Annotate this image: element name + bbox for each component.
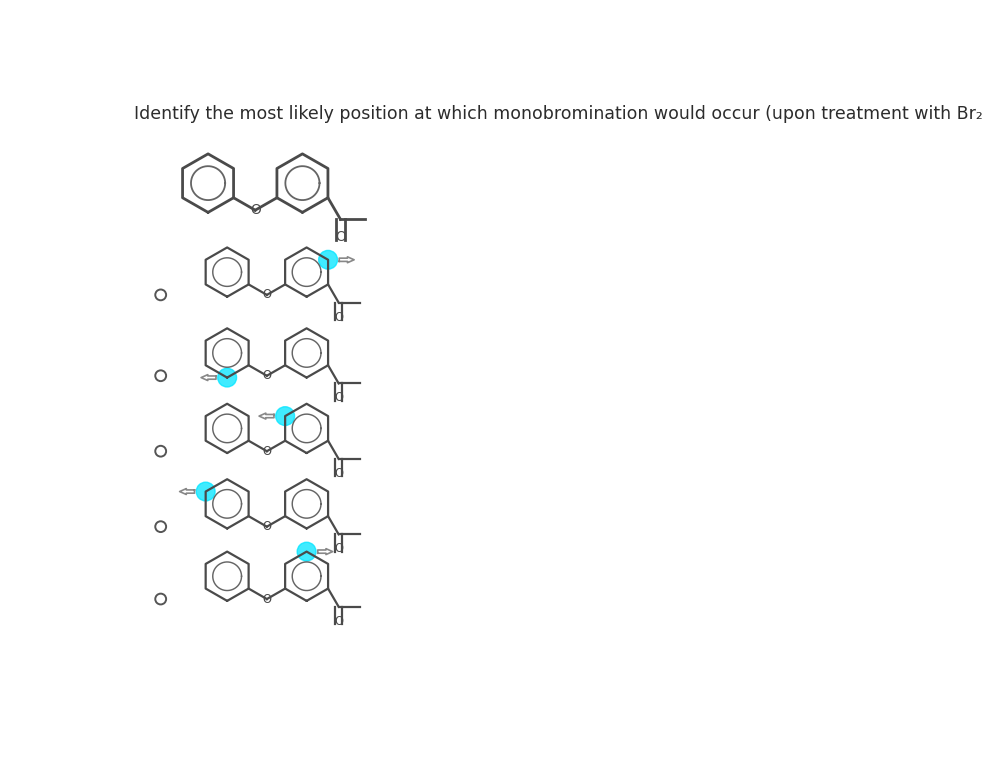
Text: O: O xyxy=(334,615,343,628)
Text: Identify the most likely position at which monobromination would occur (upon tre: Identify the most likely position at whi… xyxy=(134,104,988,123)
Text: O: O xyxy=(263,288,272,301)
Polygon shape xyxy=(339,257,354,263)
Circle shape xyxy=(217,368,236,387)
Text: O: O xyxy=(334,542,343,556)
Text: O: O xyxy=(334,310,343,323)
Polygon shape xyxy=(318,549,333,555)
Circle shape xyxy=(197,482,215,501)
Polygon shape xyxy=(259,413,274,419)
Text: O: O xyxy=(263,444,272,458)
Text: O: O xyxy=(334,467,343,480)
Text: O: O xyxy=(263,369,272,382)
Text: O: O xyxy=(250,203,261,217)
Text: O: O xyxy=(334,391,343,404)
Circle shape xyxy=(319,251,338,269)
Circle shape xyxy=(297,542,316,561)
Text: O: O xyxy=(263,593,272,606)
Circle shape xyxy=(276,407,294,425)
Polygon shape xyxy=(202,375,216,381)
Text: O: O xyxy=(263,520,272,533)
Text: O: O xyxy=(335,230,346,245)
Polygon shape xyxy=(180,488,195,494)
